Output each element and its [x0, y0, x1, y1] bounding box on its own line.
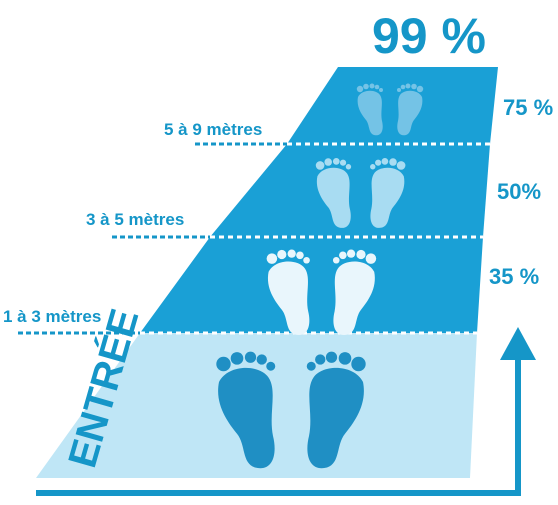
zone-1-3-distance: 1 à 3 mètres: [3, 307, 101, 326]
footprints-icon: [266, 249, 377, 336]
footprints-icon: [356, 83, 424, 136]
zone-3-5-band: [210, 144, 490, 237]
zone-5-9-band: [287, 67, 498, 144]
footprints-icon: [216, 351, 366, 469]
footprints-icon: [315, 157, 406, 228]
zone-3-5-percent: 50%: [497, 179, 541, 204]
zone-dividers: [140, 142, 490, 335]
headline-percent: 99 %: [372, 8, 486, 64]
distance-leader-lines: [18, 142, 287, 335]
zone-1-3-percent: 35 %: [489, 264, 539, 289]
zone-5-9-distance: 5 à 9 mètres: [164, 120, 262, 139]
up-arrow-icon: [36, 327, 536, 496]
zone-3-5-distance: 3 à 5 mètres: [86, 210, 184, 229]
zone-1-3-band: [140, 237, 483, 333]
zone-5-9-percent: 75 %: [503, 95, 553, 120]
